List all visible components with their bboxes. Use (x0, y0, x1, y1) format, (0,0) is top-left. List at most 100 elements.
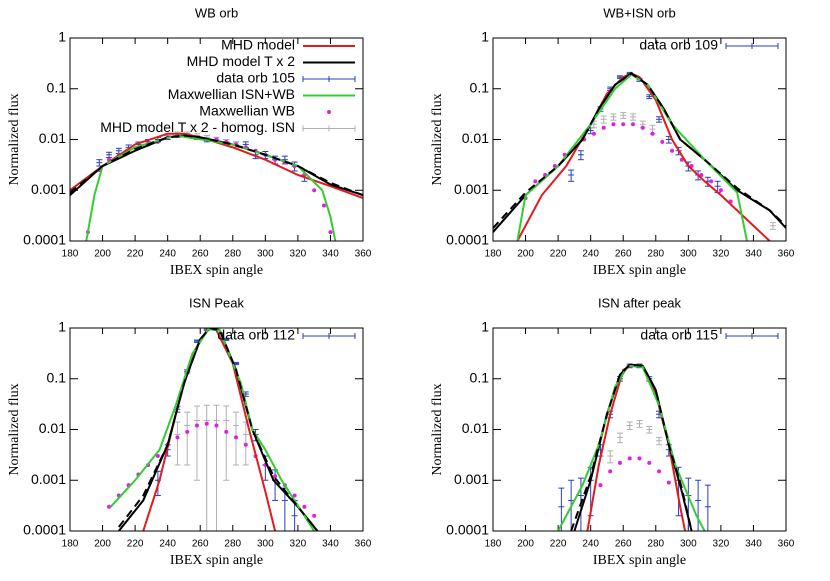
x-tick-label: 360 (778, 539, 795, 550)
y-tick-label: 0.0001 (446, 522, 489, 538)
y-axis-label: Normalized flux (430, 383, 445, 475)
panel: WB+ISN orb IBEX spin angle Normalized flux… (430, 5, 795, 278)
y-tick-label: 0.001 (454, 181, 489, 197)
error-bar (636, 420, 643, 428)
y-tick-label: 1 (58, 29, 66, 45)
point (640, 125, 645, 130)
error-bar (223, 405, 230, 481)
x-tick-label: 260 (615, 249, 632, 260)
x-tick-label: 180 (485, 539, 502, 550)
point (312, 513, 317, 518)
x-tick-label: 320 (290, 249, 307, 260)
error-bar (607, 450, 614, 464)
point (617, 460, 622, 465)
x-tick-label: 280 (647, 539, 664, 550)
point (175, 435, 180, 440)
y-tick-label: 0.01 (462, 420, 489, 436)
x-tick-label: 340 (322, 249, 339, 260)
chart-title: WB+ISN orb (603, 5, 676, 20)
x-tick-label: 280 (647, 249, 664, 260)
dashed-line (118, 328, 319, 531)
x-tick-label: 260 (615, 539, 632, 550)
x-tick-label: 300 (257, 539, 274, 550)
y-axis-label: Normalized flux (430, 93, 445, 185)
x-tick-label: 200 (94, 249, 111, 260)
chart-title: ISN after peak (598, 295, 682, 310)
error-bar (704, 484, 711, 531)
error-bar (184, 411, 191, 466)
error-bar (620, 112, 627, 119)
error-bar (568, 479, 575, 531)
y-tick-label: 0.001 (454, 471, 489, 487)
x-tick-label: 220 (127, 249, 144, 260)
y-tick-label: 0.0001 (23, 232, 66, 248)
line (70, 132, 363, 200)
point (321, 203, 326, 208)
x-tick-label: 240 (159, 249, 176, 260)
x-tick-label: 220 (127, 539, 144, 550)
x-tick-label: 300 (257, 249, 274, 260)
point (601, 125, 606, 130)
x-axis-label: IBEX spin angle (593, 263, 686, 278)
legend-label: Maxwellian ISN+WB (168, 86, 295, 102)
x-tick-label: 220 (550, 249, 567, 260)
point (650, 131, 655, 136)
x-tick-label: 300 (680, 539, 697, 550)
x-tick-label: 180 (62, 539, 79, 550)
point (155, 454, 160, 459)
error-bar (203, 404, 210, 531)
line (557, 364, 706, 531)
point (243, 442, 248, 447)
x-tick-label: 360 (355, 539, 372, 550)
dashed-line (570, 363, 693, 531)
error-bar (558, 487, 565, 531)
chart-title: WB orb (195, 5, 238, 20)
point (273, 474, 278, 479)
legend-label: MHD model T x 2 (187, 53, 296, 69)
x-tick-label: 180 (62, 249, 79, 260)
y-tick-label: 0.0001 (23, 522, 66, 538)
error-bar (629, 113, 636, 121)
error-bar (568, 169, 575, 182)
x-tick-label: 220 (550, 539, 567, 550)
error-bar (769, 222, 776, 230)
legend-label: data orb 105 (216, 70, 295, 86)
legend-label: data orb 112 (217, 327, 295, 343)
y-tick-label: 0.01 (39, 420, 66, 436)
dashed-line (493, 72, 786, 229)
x-axis-label: IBEX spin angle (170, 553, 263, 568)
legend-swatch (327, 110, 331, 114)
plot-area (557, 363, 711, 531)
x-tick-label: 320 (290, 539, 307, 550)
point (670, 148, 675, 153)
x-tick-label: 320 (713, 539, 730, 550)
dashed-line (70, 134, 363, 197)
legend-label: data orb 115 (640, 327, 718, 343)
error-bar (174, 421, 181, 466)
x-tick-label: 300 (680, 249, 697, 260)
error-bar (213, 404, 220, 531)
error-bar (616, 432, 623, 444)
point (647, 460, 652, 465)
y-tick-label: 0.1 (470, 79, 490, 95)
x-axis-label: IBEX spin angle (170, 263, 263, 278)
point (234, 435, 239, 440)
point (709, 179, 714, 184)
error-bar (656, 436, 663, 446)
point (621, 122, 626, 127)
panel: ISN Peak IBEX spin angle Normalized flux 18… (7, 295, 372, 568)
x-tick-label: 240 (159, 539, 176, 550)
panel: WB orb IBEX spin angle Normalized flux 180 2… (7, 5, 372, 278)
x-tick-label: 320 (713, 249, 730, 260)
y-tick-label: 0.1 (47, 369, 67, 385)
y-tick-label: 0.1 (47, 79, 67, 95)
x-tick-label: 200 (94, 539, 111, 550)
x-tick-label: 360 (778, 249, 795, 260)
x-tick-label: 280 (224, 539, 241, 550)
x-tick-label: 200 (517, 249, 534, 260)
point (718, 188, 723, 193)
point (627, 456, 632, 461)
y-tick-label: 0.001 (31, 471, 66, 487)
panel: ISN after peak IBEX spin angle Normalized … (430, 295, 795, 568)
y-tick-label: 0.01 (39, 130, 66, 146)
